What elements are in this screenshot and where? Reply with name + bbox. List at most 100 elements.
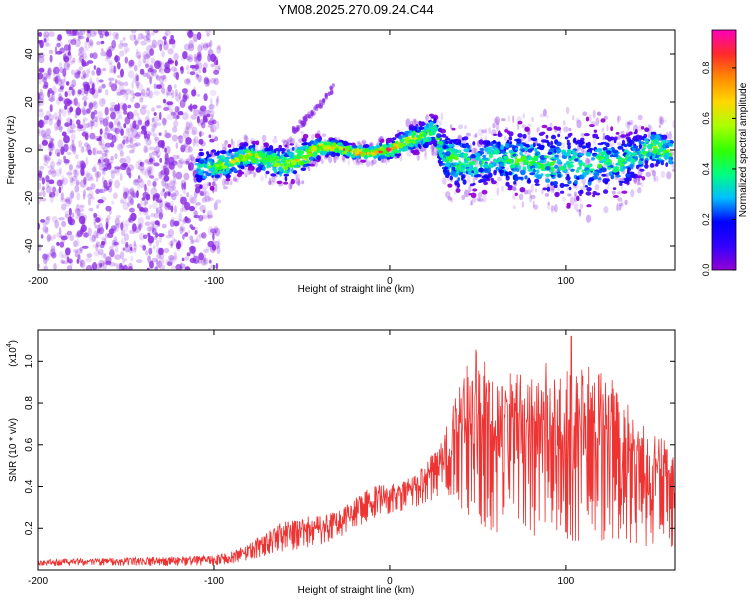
- noise-blob: [193, 214, 200, 219]
- signal-halo: [512, 115, 515, 123]
- noise-blob: [182, 160, 187, 165]
- noise-blob: [164, 66, 171, 74]
- noise-blob: [50, 137, 54, 141]
- noise-blob: [61, 253, 69, 259]
- noise-blob: [202, 62, 208, 70]
- noise-blob: [108, 77, 115, 82]
- noise-blob: [177, 159, 184, 169]
- signal-halo: [660, 170, 666, 178]
- noise-blob: [98, 98, 106, 107]
- noise-blob: [158, 60, 162, 66]
- ridge-blob: [479, 151, 485, 155]
- noise-blob: [196, 115, 200, 124]
- ridge-blob: [404, 130, 410, 134]
- noise-blob: [174, 89, 178, 97]
- ridge-blob: [222, 171, 228, 175]
- noise-blob: [141, 125, 147, 132]
- noise-blob: [137, 55, 142, 60]
- noise-blob: [76, 192, 81, 201]
- signal-halo: [445, 191, 451, 199]
- noise-blob: [128, 219, 134, 224]
- signal-halo: [549, 122, 553, 128]
- noise-blob: [202, 209, 206, 214]
- signal-halo: [585, 157, 590, 166]
- noise-blob: [48, 49, 54, 54]
- noise-blob: [108, 59, 113, 65]
- noise-blob: [189, 30, 192, 35]
- noise-blob: [79, 54, 85, 63]
- noise-blob: [132, 135, 137, 142]
- noise-blob: [70, 39, 77, 46]
- ridge-blob: [439, 134, 446, 138]
- noise-blob: [156, 84, 162, 90]
- ridge-blob: [320, 151, 326, 156]
- noise-blob: [55, 50, 63, 55]
- noise-blob: [142, 51, 149, 60]
- ridge-blob: [284, 165, 289, 171]
- ridge-blob: [332, 142, 337, 147]
- signal-halo: [355, 160, 361, 166]
- noise-blob: [87, 30, 91, 34]
- ridge-blob: [196, 169, 200, 172]
- ridge-blob: [508, 131, 514, 137]
- noise-blob: [56, 152, 61, 157]
- noise-blob: [99, 243, 105, 249]
- noise-blob: [76, 119, 81, 126]
- noise-blob: [114, 153, 118, 160]
- noise-blob: [181, 182, 184, 190]
- noise-blob: [137, 119, 143, 126]
- noise-blob: [140, 88, 146, 96]
- ridge-blob: [354, 151, 360, 155]
- noise-blob: [63, 61, 70, 71]
- ridge-blob: [292, 170, 298, 175]
- signal-halo: [593, 136, 597, 146]
- noise-blob: [217, 239, 221, 248]
- noise-blob: [202, 42, 209, 51]
- ridge-blob: [604, 135, 611, 140]
- snr-plot-area: [38, 330, 675, 570]
- noise-blob: [102, 146, 108, 153]
- colorbar-gradient: [711, 29, 737, 271]
- noise-blob: [89, 132, 96, 140]
- noise-blob: [146, 179, 152, 187]
- noise-blob: [123, 233, 130, 241]
- signal-halo: [601, 127, 605, 132]
- noise-blob: [61, 108, 67, 117]
- noise-blob: [153, 90, 160, 96]
- ridge-blob: [274, 162, 281, 168]
- noise-blob: [109, 245, 114, 251]
- ridge-blob: [478, 139, 484, 145]
- noise-blob: [64, 210, 69, 216]
- ridge-blob: [211, 166, 215, 173]
- ridge-blob: [278, 168, 283, 172]
- ridge-blob: [452, 162, 458, 165]
- ridge-blob: [277, 150, 281, 155]
- noise-blob: [128, 149, 135, 154]
- ridge-blob: [605, 178, 610, 182]
- signal-halo: [271, 176, 276, 183]
- noise-blob: [217, 64, 221, 70]
- signal-halo: [296, 180, 302, 186]
- ridge-blob: [543, 155, 550, 159]
- noise-blob: [168, 254, 175, 261]
- noise-blob: [175, 171, 183, 180]
- noise-blob: [47, 114, 54, 121]
- signal-halo: [272, 138, 278, 144]
- signal-halo: [536, 127, 539, 133]
- noise-blob: [203, 77, 209, 85]
- noise-blob: [109, 107, 114, 112]
- noise-blob: [76, 248, 83, 255]
- ridge-blob: [297, 146, 301, 150]
- ridge-blob: [584, 185, 589, 188]
- ridge-blob: [250, 148, 254, 154]
- ridge-blob: [568, 161, 574, 164]
- noise-blob: [159, 111, 162, 120]
- ridge-blob: [416, 134, 419, 138]
- noise-blob: [201, 257, 207, 266]
- ridge-blob: [488, 172, 493, 178]
- signal-halo: [602, 132, 606, 141]
- ridge-blob: [227, 144, 232, 148]
- ridge-blob: [326, 144, 331, 148]
- signal-halo: [361, 139, 367, 145]
